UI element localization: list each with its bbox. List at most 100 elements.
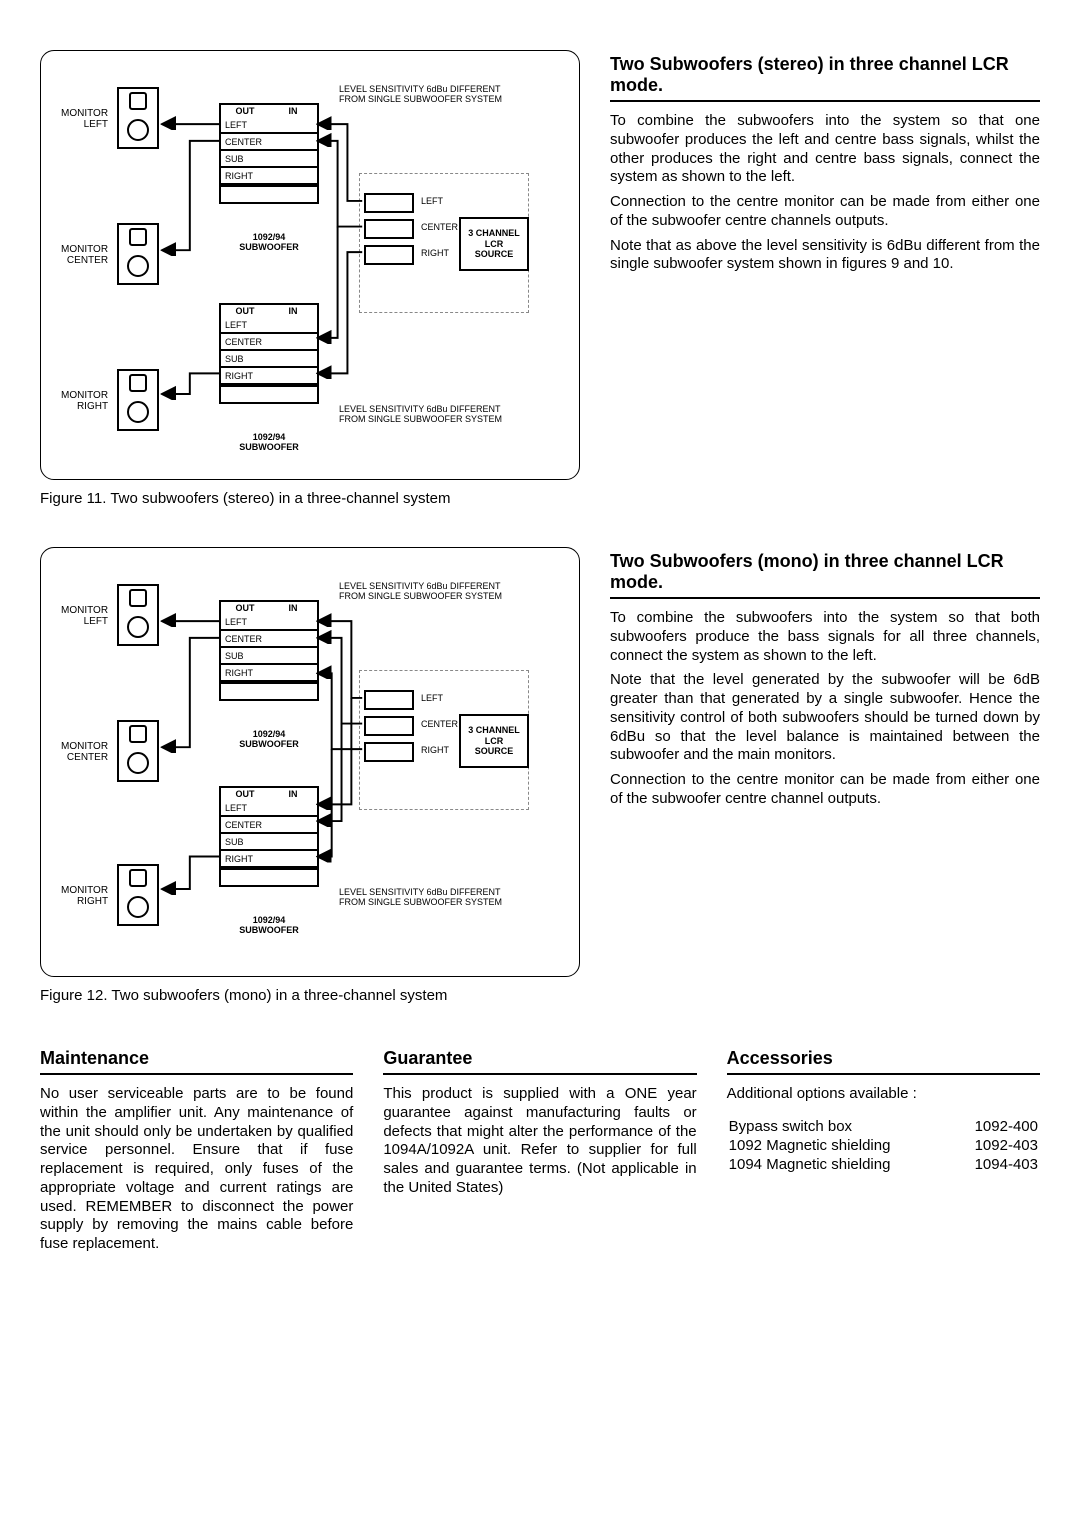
guarantee-column: Guarantee This product is supplied with … [383, 1044, 696, 1260]
f12-sub1-in-header: IN [269, 602, 317, 614]
f12-monitor-left-label: MONITOR LEFT [61, 606, 108, 627]
f12-sub2-in-header: IN [269, 788, 317, 800]
f12-monitor-center-label: MONITOR CENTER [61, 742, 108, 763]
f12-monitor-right-icon [117, 864, 159, 926]
guarantee-para: This product is supplied with a ONE year… [383, 1085, 696, 1198]
table-row: 1094 Magnetic shielding1094-403 [729, 1156, 1038, 1173]
guarantee-heading: Guarantee [383, 1048, 696, 1075]
figure-12-frame: MONITOR LEFT MONITOR CENTER MONITOR RIGH… [40, 547, 580, 977]
f12-src-port-left [364, 690, 414, 710]
subwoofer-2-box: OUTIN LEFT CENTER SUB RIGHT [219, 303, 319, 404]
figure-12-row: MONITOR LEFT MONITOR CENTER MONITOR RIGH… [40, 547, 1040, 1004]
f12-sub1-left-slot: LEFT [221, 614, 317, 631]
subwoofer-1-box: OUTIN LEFT CENTER SUB RIGHT [219, 103, 319, 204]
sub1-center-slot: CENTER [221, 134, 317, 151]
f12-src-port-left-label: LEFT [421, 693, 443, 703]
stereo-para-2: Connection to the centre monitor can be … [610, 193, 1040, 231]
sub2-out-header: OUT [221, 305, 269, 317]
accessories-intro: Additional options available : [727, 1085, 1040, 1102]
src-port-center-label: CENTER [421, 222, 458, 232]
f12-sub2-label: 1092/94 SUBWOOFER [219, 916, 319, 936]
maintenance-column: Maintenance No user serviceable parts ar… [40, 1044, 353, 1260]
sub2-left-slot: LEFT [221, 317, 317, 334]
sub2-center-slot: CENTER [221, 334, 317, 351]
sub1-sub-slot: SUB [221, 151, 317, 168]
f12-src-port-right-label: RIGHT [421, 745, 449, 755]
source-ports [364, 193, 414, 271]
acc-code-2: 1092-403 [951, 1137, 1038, 1154]
f12-monitor-right-label: MONITOR RIGHT [61, 886, 108, 907]
figure-12-column: MONITOR LEFT MONITOR CENTER MONITOR RIGH… [40, 547, 580, 1004]
src-port-right-label: RIGHT [421, 248, 449, 258]
sub2-blank-slot [221, 385, 317, 402]
sub1-out-header: OUT [221, 105, 269, 117]
f12-sub2-right-slot: RIGHT [221, 851, 317, 868]
sub1-blank-slot [221, 185, 317, 202]
monitor-right-label: MONITOR RIGHT [61, 391, 108, 412]
maintenance-heading: Maintenance [40, 1048, 353, 1075]
src-port-right [364, 245, 414, 265]
sub2-in-header: IN [269, 305, 317, 317]
monitor-center-icon [117, 223, 159, 285]
sub1-label: 1092/94 SUBWOOFER [219, 233, 319, 253]
src-port-left-label: LEFT [421, 196, 443, 206]
stereo-text-column: Two Subwoofers (stereo) in three channel… [610, 50, 1040, 507]
stereo-body: To combine the subwoofers into the syste… [610, 112, 1040, 274]
source-box: 3 CHANNEL LCR SOURCE [459, 217, 529, 271]
figure-11-frame: MONITOR LEFT MONITOR CENTER MONITOR RIGH… [40, 50, 580, 480]
f12-src-port-right [364, 742, 414, 762]
figure-12-diagram: MONITOR LEFT MONITOR CENTER MONITOR RIGH… [59, 562, 561, 958]
f12-sub1-label: 1092/94 SUBWOOFER [219, 730, 319, 750]
f12-sub1-blank-slot [221, 682, 317, 699]
acc-name-2: 1092 Magnetic shielding [729, 1137, 950, 1154]
f12-sub2-blank-slot [221, 868, 317, 885]
monitor-right-icon [117, 369, 159, 431]
note-top: LEVEL SENSITIVITY 6dBu DIFFERENT FROM SI… [339, 85, 502, 105]
f12-note-bottom: LEVEL SENSITIVITY 6dBu DIFFERENT FROM SI… [339, 888, 502, 908]
f12-note-top: LEVEL SENSITIVITY 6dBu DIFFERENT FROM SI… [339, 582, 502, 602]
sub1-right-slot: RIGHT [221, 168, 317, 185]
accessories-table: Bypass switch box1092-400 1092 Magnetic … [727, 1116, 1040, 1175]
maintenance-para: No user serviceable parts are to be foun… [40, 1085, 353, 1254]
acc-code-3: 1094-403 [951, 1156, 1038, 1173]
f12-sub1-out-header: OUT [221, 602, 269, 614]
mono-text-column: Two Subwoofers (mono) in three channel L… [610, 547, 1040, 1004]
maintenance-body: No user serviceable parts are to be foun… [40, 1085, 353, 1254]
monitor-center-label: MONITOR CENTER [61, 245, 108, 266]
f12-sub2-sub-slot: SUB [221, 834, 317, 851]
src-port-left [364, 193, 414, 213]
f12-subwoofer-1-box: OUTIN LEFT CENTER SUB RIGHT [219, 600, 319, 701]
sub1-in-header: IN [269, 105, 317, 117]
mono-heading: Two Subwoofers (mono) in three channel L… [610, 551, 1040, 599]
f12-sub2-left-slot: LEFT [221, 800, 317, 817]
f12-subwoofer-2-box: OUTIN LEFT CENTER SUB RIGHT [219, 786, 319, 887]
mono-body: To combine the subwoofers into the syste… [610, 609, 1040, 809]
figure-11-column: MONITOR LEFT MONITOR CENTER MONITOR RIGH… [40, 50, 580, 507]
guarantee-body: This product is supplied with a ONE year… [383, 1085, 696, 1198]
figure-11-caption: Figure 11. Two subwoofers (stereo) in a … [40, 490, 580, 507]
monitor-left-icon [117, 87, 159, 149]
acc-name-1: Bypass switch box [729, 1118, 950, 1135]
note-bottom: LEVEL SENSITIVITY 6dBu DIFFERENT FROM SI… [339, 405, 502, 425]
figure-11-row: MONITOR LEFT MONITOR CENTER MONITOR RIGH… [40, 50, 1040, 507]
f12-src-port-center-label: CENTER [421, 719, 458, 729]
figure-12-caption: Figure 12. Two subwoofers (mono) in a th… [40, 987, 580, 1004]
bottom-sections-row: Maintenance No user serviceable parts ar… [40, 1044, 1040, 1260]
f12-source-box: 3 CHANNEL LCR SOURCE [459, 714, 529, 768]
acc-code-1: 1092-400 [951, 1118, 1038, 1135]
f12-sub1-sub-slot: SUB [221, 648, 317, 665]
monitor-left-label: MONITOR LEFT [61, 109, 108, 130]
accessories-column: Accessories Additional options available… [727, 1044, 1040, 1260]
f12-sub1-center-slot: CENTER [221, 631, 317, 648]
stereo-heading: Two Subwoofers (stereo) in three channel… [610, 54, 1040, 102]
src-port-center [364, 219, 414, 239]
figure-11-diagram: MONITOR LEFT MONITOR CENTER MONITOR RIGH… [59, 65, 561, 461]
f12-monitor-left-icon [117, 584, 159, 646]
f12-src-port-center [364, 716, 414, 736]
table-row: Bypass switch box1092-400 [729, 1118, 1038, 1135]
stereo-para-1: To combine the subwoofers into the syste… [610, 112, 1040, 187]
f12-sub2-out-header: OUT [221, 788, 269, 800]
mono-para-2: Note that the level generated by the sub… [610, 671, 1040, 765]
table-row: 1092 Magnetic shielding1092-403 [729, 1137, 1038, 1154]
f12-sub1-right-slot: RIGHT [221, 665, 317, 682]
